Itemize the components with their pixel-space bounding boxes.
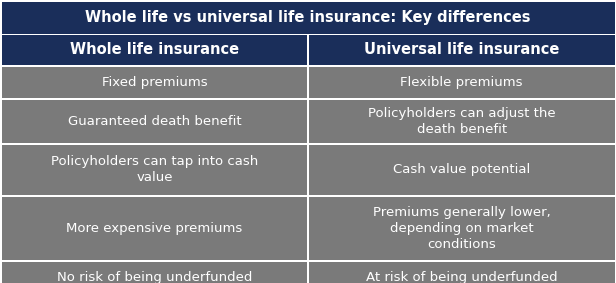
Bar	[1, 262, 307, 283]
Text: Policyholders can tap into cash
value: Policyholders can tap into cash value	[51, 155, 258, 185]
Text: Guaranteed death benefit: Guaranteed death benefit	[68, 115, 241, 128]
Text: More expensive premiums: More expensive premiums	[67, 222, 243, 235]
Bar	[1, 67, 307, 98]
Text: Premiums generally lower,
depending on market
conditions: Premiums generally lower, depending on m…	[373, 206, 551, 251]
Text: Universal life insurance: Universal life insurance	[364, 42, 559, 57]
Text: Whole life insurance: Whole life insurance	[70, 42, 239, 57]
Text: Whole life vs universal life insurance: Key differences: Whole life vs universal life insurance: …	[85, 10, 531, 25]
Bar	[1, 196, 307, 260]
Bar	[309, 145, 615, 195]
Bar	[309, 67, 615, 98]
Text: Cash value potential: Cash value potential	[393, 164, 530, 177]
Bar	[309, 262, 615, 283]
Bar	[309, 196, 615, 260]
Text: Fixed premiums: Fixed premiums	[102, 76, 207, 89]
Bar	[1, 145, 307, 195]
Text: Flexible premiums: Flexible premiums	[400, 76, 523, 89]
Bar	[1, 1, 615, 33]
Text: At risk of being underfunded: At risk of being underfunded	[366, 271, 557, 283]
Text: Policyholders can adjust the
death benefit: Policyholders can adjust the death benef…	[368, 107, 556, 136]
Text: No risk of being underfunded: No risk of being underfunded	[57, 271, 252, 283]
Bar	[309, 35, 615, 65]
Bar	[1, 35, 307, 65]
Bar	[1, 100, 307, 143]
Bar	[309, 100, 615, 143]
